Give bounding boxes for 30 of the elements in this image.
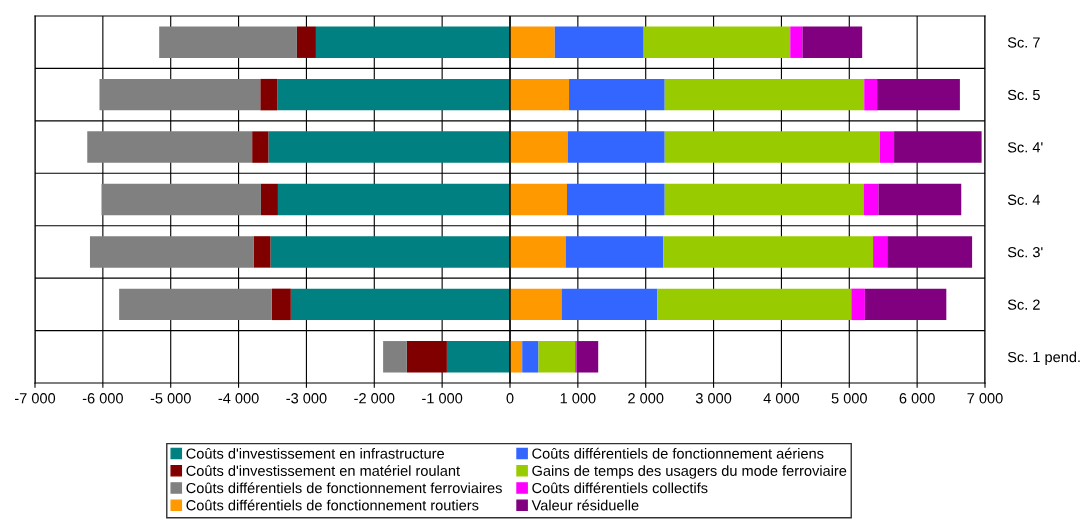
y-tick-label: Sc. 5 [1007,89,1040,101]
x-tick-label: 2 000 [628,393,664,404]
y-tick-label: Sc. 3' [1007,247,1043,258]
legend-label: Coûts d'investissement en matériel roulant [186,465,460,476]
legend-label: Coûts différentiels de fonctionnement ferroviaires [186,482,502,494]
x-tick-label: 3 000 [695,393,732,404]
x-tick-label: -3 000 [286,393,327,404]
y-tick-label: Sc. 1 pend. [1007,351,1080,366]
y-tick-label: Sc. 4 [1007,194,1041,205]
y-tick-label: Sc. 4' [1007,142,1043,153]
x-tick-label: 0 [506,393,514,404]
legend-label: Coûts différentiels collectifs [532,482,708,494]
y-tick-label: Sc. 7 [1007,37,1040,48]
legend-label: Coûts d'investissement en infrastructure [186,447,445,459]
legend-label: Valeur résiduelle [531,499,639,511]
x-tick-label: -1 000 [422,393,463,404]
x-tick-label: 5 000 [831,393,867,404]
x-tick-label: 7 000 [967,393,1003,404]
x-tick-label: -4 000 [218,393,259,404]
legend-label: Coûts différentiels de fonctionnement aériens [532,447,824,459]
x-tick-label: -7 000 [14,393,56,404]
x-tick-label: -6 000 [82,393,123,404]
y-tick-label: Sc. 2 [1007,299,1040,310]
x-tick-label: 1 000 [560,393,596,404]
x-tick-label: 6 000 [899,393,935,404]
x-tick-label: -5 000 [150,393,191,404]
x-tick-label: 4 000 [763,393,800,404]
x-tick-label: -2 000 [354,393,395,404]
legend-label: Coûts différentiels de fonctionnement routiers [186,499,479,511]
legend-label: Gains de temps des usagers du mode ferroviaire [532,465,847,479]
